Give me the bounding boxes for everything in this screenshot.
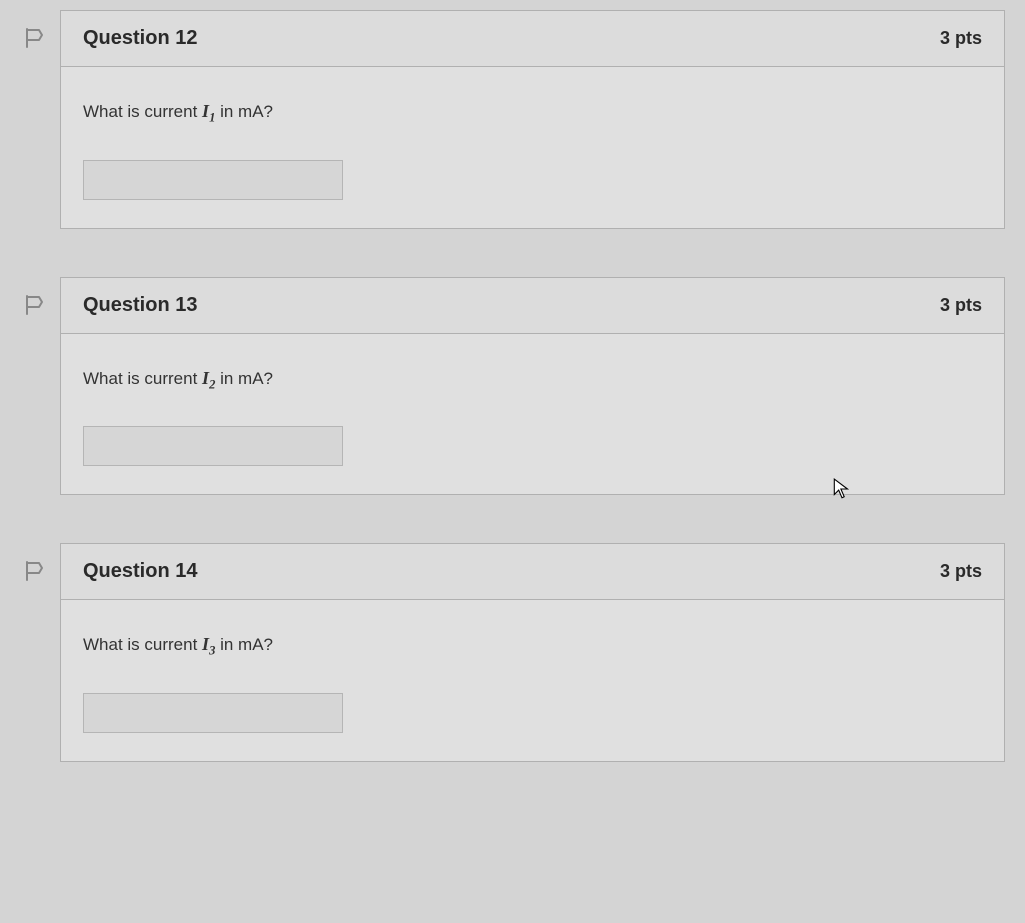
answer-input[interactable]: [83, 160, 343, 200]
question-header: Question 12 3 pts: [61, 11, 1004, 67]
question-title: Question 12: [83, 27, 197, 50]
prompt-post: in mA?: [215, 102, 273, 121]
prompt-variable: I2: [202, 368, 215, 388]
prompt-pre: What is current: [83, 102, 202, 121]
questions-container: Question 12 3 pts What is current I1 in …: [10, 10, 1005, 762]
question-body: What is current I2 in mA?: [61, 334, 1004, 495]
prompt-post: in mA?: [215, 635, 273, 654]
prompt-pre: What is current: [83, 635, 202, 654]
prompt-variable: I1: [202, 101, 215, 121]
question-prompt: What is current I3 in mA?: [83, 634, 982, 659]
question-points: 3 pts: [940, 561, 982, 582]
flag-column: [10, 10, 60, 50]
question-box: Question 13 3 pts What is current I2 in …: [60, 277, 1005, 496]
question-prompt: What is current I2 in mA?: [83, 368, 982, 393]
question-title: Question 13: [83, 294, 197, 317]
flag-icon[interactable]: [23, 293, 47, 317]
flag-column: [10, 543, 60, 583]
prompt-pre: What is current: [83, 369, 202, 388]
question-box: Question 12 3 pts What is current I1 in …: [60, 10, 1005, 229]
flag-column: [10, 277, 60, 317]
flag-icon[interactable]: [23, 26, 47, 50]
question-header: Question 14 3 pts: [61, 544, 1004, 600]
prompt-post: in mA?: [215, 369, 273, 388]
answer-input[interactable]: [83, 426, 343, 466]
question-points: 3 pts: [940, 295, 982, 316]
question-box: Question 14 3 pts What is current I3 in …: [60, 543, 1005, 762]
flag-icon[interactable]: [23, 559, 47, 583]
answer-input[interactable]: [83, 693, 343, 733]
question-card: Question 13 3 pts What is current I2 in …: [10, 277, 1005, 496]
question-prompt: What is current I1 in mA?: [83, 101, 982, 126]
prompt-variable: I3: [202, 634, 215, 654]
question-title: Question 14: [83, 560, 197, 583]
question-header: Question 13 3 pts: [61, 278, 1004, 334]
question-points: 3 pts: [940, 28, 982, 49]
question-body: What is current I3 in mA?: [61, 600, 1004, 761]
question-body: What is current I1 in mA?: [61, 67, 1004, 228]
question-card: Question 12 3 pts What is current I1 in …: [10, 10, 1005, 229]
question-card: Question 14 3 pts What is current I3 in …: [10, 543, 1005, 762]
